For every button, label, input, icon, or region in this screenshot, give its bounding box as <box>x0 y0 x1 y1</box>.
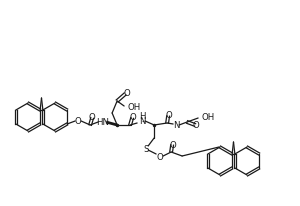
Text: HN: HN <box>97 118 110 127</box>
Text: O: O <box>157 152 164 161</box>
Text: OH: OH <box>201 113 214 122</box>
Text: O: O <box>124 89 130 98</box>
Text: N: N <box>173 121 179 130</box>
Text: O: O <box>75 117 82 126</box>
Text: S: S <box>143 144 149 153</box>
Text: O: O <box>130 113 136 122</box>
Text: O: O <box>170 140 176 149</box>
Text: H: H <box>139 112 146 121</box>
Text: O: O <box>193 121 200 130</box>
Text: N: N <box>139 117 146 126</box>
Text: OH: OH <box>127 102 140 111</box>
Text: O: O <box>89 113 95 122</box>
Text: O: O <box>166 111 172 120</box>
